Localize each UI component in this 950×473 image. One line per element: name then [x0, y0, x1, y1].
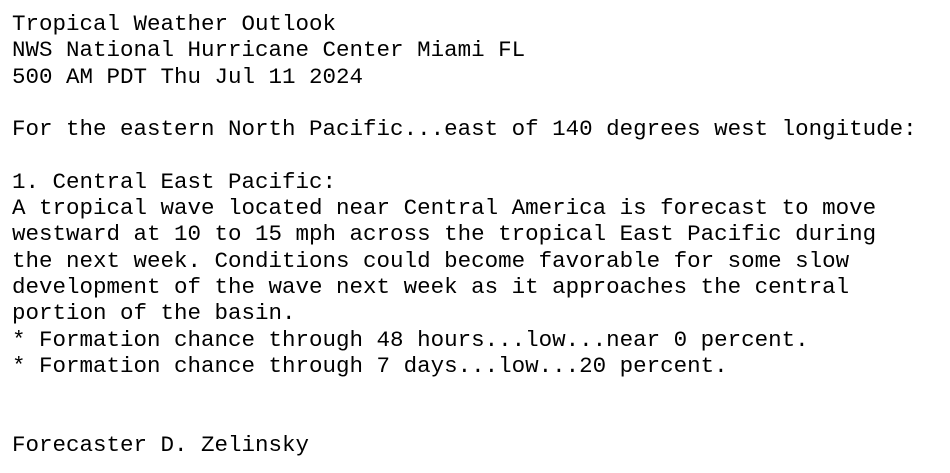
title: Tropical Weather Outlook: [12, 11, 337, 37]
text-line: the next week. Conditions could become f…: [12, 247, 850, 274]
bullet: * Formation chance through 7 days...low.…: [12, 352, 728, 379]
intro: For the eastern North Pacific...east of …: [12, 116, 917, 143]
issued: 500 AM PDT Thu Jul 11 2024: [12, 63, 364, 90]
forecaster: Forecaster D. Zelinsky: [12, 431, 310, 458]
spacer: [12, 90, 950, 116]
text-line: development of the wave next week as it …: [12, 273, 850, 300]
text-line: portion of the basin.: [12, 300, 296, 327]
system-heading: 1. Central East Pacific:: [12, 168, 337, 195]
bullet: * Formation chance through 48 hours...lo…: [12, 326, 809, 353]
text-line: westward at 10 to 15 mph across the trop…: [12, 221, 877, 248]
office: NWS National Hurricane Center Miami FL: [12, 37, 526, 64]
spacer: [12, 142, 950, 168]
spacer: [12, 379, 950, 405]
spacer: [12, 405, 950, 431]
text-line: A tropical wave located near Central Ame…: [12, 195, 877, 222]
